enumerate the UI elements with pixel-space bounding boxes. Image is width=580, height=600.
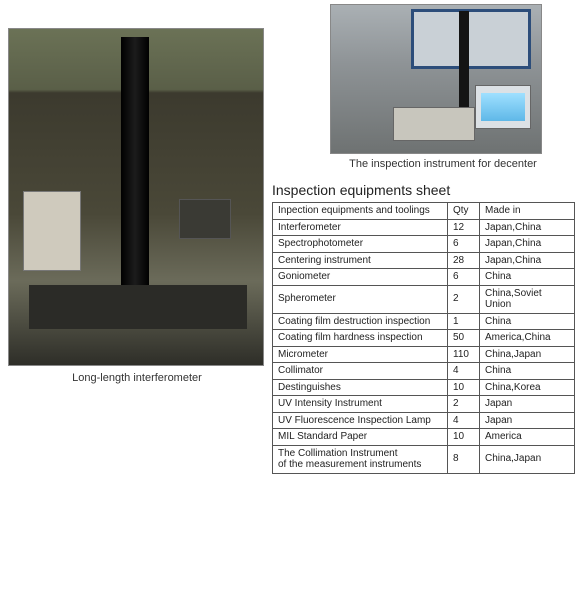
cell-made: China — [480, 363, 575, 380]
cell-qty: 1 — [448, 313, 480, 330]
table-row: Interferometer12Japan,China — [273, 219, 575, 236]
photo-detail — [179, 199, 231, 239]
table-row: Micrometer110China,Japan — [273, 346, 575, 363]
cell-made: Japan — [480, 396, 575, 413]
photo-detail — [459, 11, 469, 121]
header-name: Inpection equipments and toolings — [273, 203, 448, 220]
inspection-equipment-table: Inpection equipments and toolings Qty Ma… — [272, 202, 575, 474]
cell-made: China — [480, 269, 575, 286]
cell-made: China,Soviet Union — [480, 285, 575, 313]
cell-qty: 2 — [448, 396, 480, 413]
cell-qty: 10 — [448, 429, 480, 446]
table-row: Goniometer6China — [273, 269, 575, 286]
cell-name: UV Fluorescence Inspection Lamp — [273, 412, 448, 429]
table-row: MIL Standard Paper10America — [273, 429, 575, 446]
photo-detail — [23, 191, 81, 271]
cell-made: America,China — [480, 330, 575, 347]
table-row: Centering instrument28Japan,China — [273, 252, 575, 269]
cell-made: China,Japan — [480, 346, 575, 363]
cell-qty: 6 — [448, 236, 480, 253]
table-row: Spherometer2China,Soviet Union — [273, 285, 575, 313]
cell-made: China — [480, 313, 575, 330]
cell-name: Collimator — [273, 363, 448, 380]
cell-name: Coating film hardness inspection — [273, 330, 448, 347]
table-row: UV Intensity Instrument2Japan — [273, 396, 575, 413]
cell-made: Japan,China — [480, 236, 575, 253]
interferometer-photo — [8, 28, 264, 366]
cell-qty: 12 — [448, 219, 480, 236]
photo-detail — [121, 37, 149, 287]
cell-qty: 4 — [448, 363, 480, 380]
cell-name: The Collimation Instrumentof the measure… — [273, 445, 448, 473]
cell-qty: 4 — [448, 412, 480, 429]
cell-made: America — [480, 429, 575, 446]
cell-name: Coating film destruction inspection — [273, 313, 448, 330]
table-row: Coating film destruction inspection1Chin… — [273, 313, 575, 330]
decenter-instrument-photo — [330, 4, 542, 154]
header-qty: Qty — [448, 203, 480, 220]
cell-qty: 50 — [448, 330, 480, 347]
cell-made: Japan,China — [480, 219, 575, 236]
sheet-title: Inspection equipments sheet — [272, 182, 450, 198]
table-row: Coating film hardness inspection50Americ… — [273, 330, 575, 347]
photo-detail — [411, 9, 531, 69]
table-row: The Collimation Instrumentof the measure… — [273, 445, 575, 473]
table-row: Collimator4China — [273, 363, 575, 380]
decenter-caption: The inspection instrument for decenter — [338, 158, 548, 170]
cell-qty: 6 — [448, 269, 480, 286]
cell-made: Japan,China — [480, 252, 575, 269]
cell-qty: 8 — [448, 445, 480, 473]
cell-name: Centering instrument — [273, 252, 448, 269]
table-row: Spectrophotometer6Japan,China — [273, 236, 575, 253]
header-made: Made in — [480, 203, 575, 220]
cell-name: UV Intensity Instrument — [273, 396, 448, 413]
cell-name: Destinguishes — [273, 379, 448, 396]
cell-made: China,Japan — [480, 445, 575, 473]
photo-detail — [393, 107, 475, 141]
cell-qty: 110 — [448, 346, 480, 363]
cell-qty: 2 — [448, 285, 480, 313]
cell-name: Micrometer — [273, 346, 448, 363]
cell-qty: 10 — [448, 379, 480, 396]
interferometer-caption: Long-length interferometer — [52, 372, 222, 384]
cell-made: Japan — [480, 412, 575, 429]
cell-name: Spherometer — [273, 285, 448, 313]
cell-name: Interferometer — [273, 219, 448, 236]
cell-name: Spectrophotometer — [273, 236, 448, 253]
photo-detail — [29, 285, 247, 329]
cell-qty: 28 — [448, 252, 480, 269]
cell-name: Goniometer — [273, 269, 448, 286]
cell-name: MIL Standard Paper — [273, 429, 448, 446]
table-header-row: Inpection equipments and toolings Qty Ma… — [273, 203, 575, 220]
photo-detail — [481, 93, 525, 121]
cell-made: China,Korea — [480, 379, 575, 396]
table-row: Destinguishes10China,Korea — [273, 379, 575, 396]
table-row: UV Fluorescence Inspection Lamp4Japan — [273, 412, 575, 429]
